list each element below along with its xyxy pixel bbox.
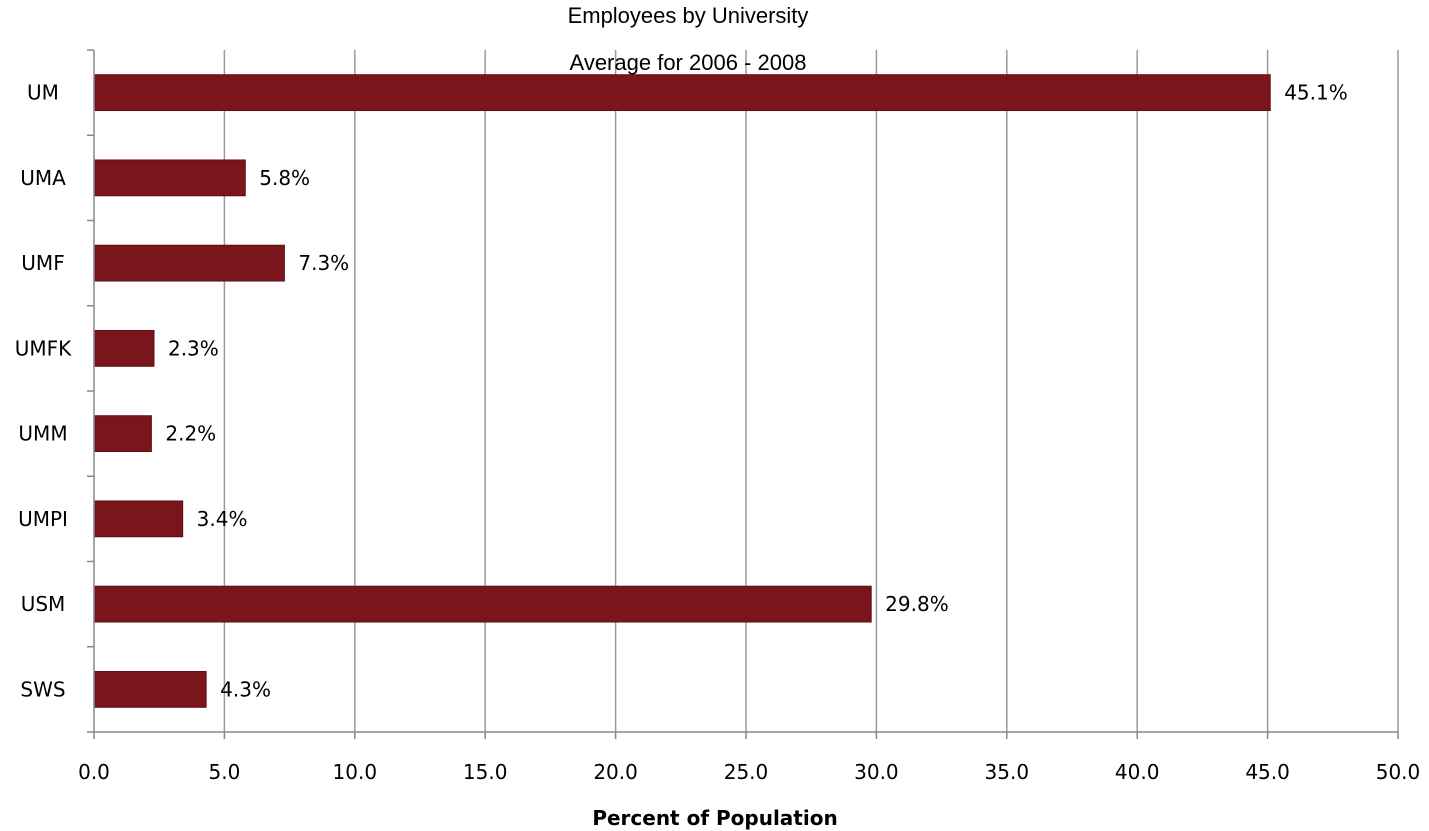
data-label-umm: 2.2% xyxy=(165,422,216,446)
gridlines xyxy=(223,50,1399,732)
x-tick-label: 20.0 xyxy=(593,760,638,784)
x-tick-label: 5.0 xyxy=(208,760,240,784)
category-label-um: UM xyxy=(27,81,59,105)
chart-subtitle: Average for 2006 - 2008 xyxy=(570,50,807,75)
x-tick-label: 50.0 xyxy=(1376,760,1421,784)
bar-um xyxy=(93,74,1271,112)
category-label-uma: UMA xyxy=(20,166,66,190)
bar-umf xyxy=(93,244,285,282)
data-label-uma: 5.8% xyxy=(259,166,310,190)
category-labels: UM UMA UMF UMFK UMM UMPI USM SWS xyxy=(15,81,72,702)
x-axis-title: Percent of Population xyxy=(592,806,837,830)
category-label-umf: UMF xyxy=(21,251,64,275)
data-label-sws: 4.3% xyxy=(220,677,271,701)
bar-uma xyxy=(93,159,246,197)
x-tick-label: 35.0 xyxy=(985,760,1030,784)
tick-labels: 0.0 5.0 10.0 15.0 20.0 25.0 30.0 35.0 40.0 45.0 50… xyxy=(78,760,1420,784)
x-tick-label: 45.0 xyxy=(1245,760,1290,784)
x-tick-label: 30.0 xyxy=(854,760,899,784)
bar-sws xyxy=(93,670,207,708)
category-label-umm: UMM xyxy=(18,422,67,446)
bar-umm xyxy=(93,415,152,453)
category-label-sws: SWS xyxy=(20,677,65,701)
data-label-umf: 7.3% xyxy=(298,251,349,275)
bars xyxy=(93,74,1271,708)
x-tick-label: 40.0 xyxy=(1115,760,1160,784)
x-tick-label: 0.0 xyxy=(78,760,110,784)
data-label-usm: 29.8% xyxy=(885,592,949,616)
bar-umfk xyxy=(93,329,155,367)
bar-usm xyxy=(93,585,872,623)
x-tick-label: 15.0 xyxy=(463,760,508,784)
data-label-umpi: 3.4% xyxy=(197,507,248,531)
chart-title: Employees by University xyxy=(568,3,809,28)
data-labels: 45.1% 5.8% 7.3% 2.3% 2.2% 3.4% 29.8% 4.3% xyxy=(165,81,1347,702)
category-label-umpi: UMPI xyxy=(18,507,68,531)
category-label-usm: USM xyxy=(21,592,66,616)
category-label-umfk: UMFK xyxy=(15,336,72,360)
axes xyxy=(87,49,1399,739)
data-label-um: 45.1% xyxy=(1284,81,1348,105)
bar-umpi xyxy=(93,500,184,538)
x-tick-label: 10.0 xyxy=(333,760,378,784)
x-tick-label: 25.0 xyxy=(724,760,769,784)
data-label-umfk: 2.3% xyxy=(168,336,219,360)
